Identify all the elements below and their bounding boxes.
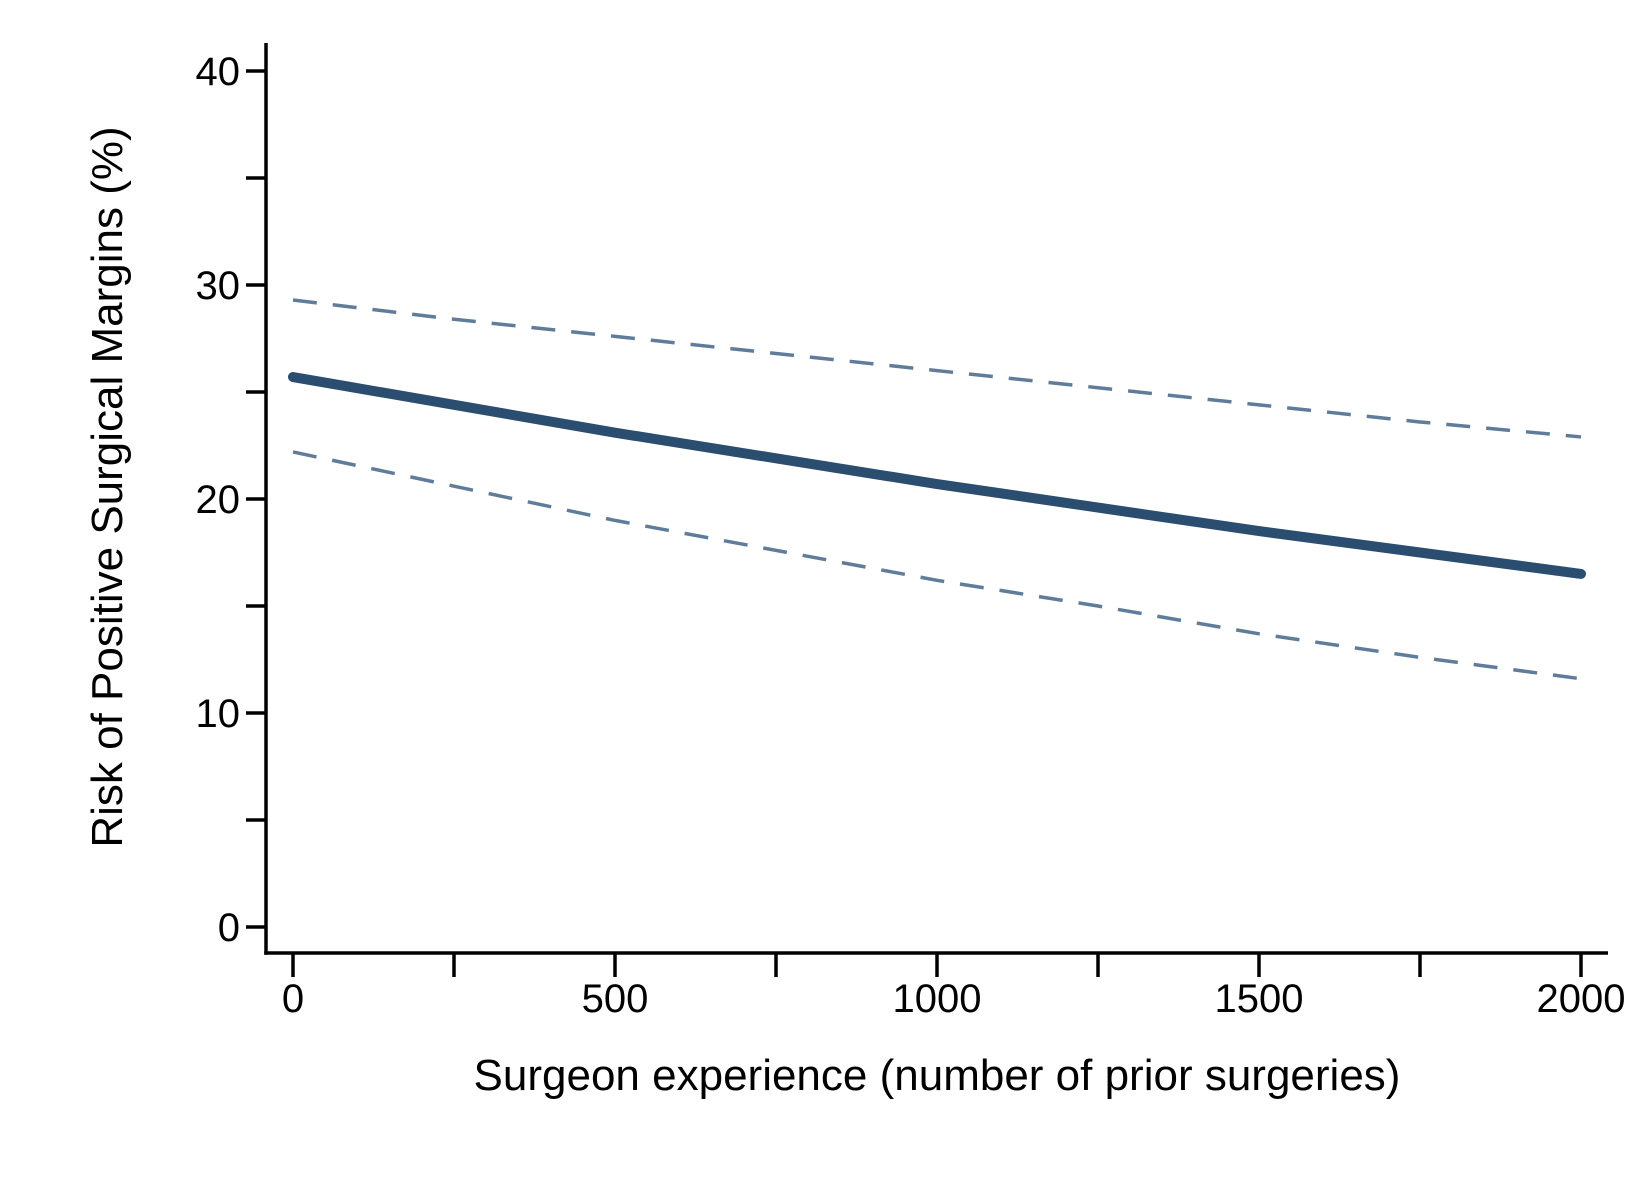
x-axis-title: Surgeon experience (number of prior surg…: [474, 1051, 1401, 1100]
series-line-lower-95ci: [292, 450, 1582, 681]
series-line-upper-95ci: [292, 298, 1582, 439]
tick-labels: 0 10 20 30 40 0 500 1000 1500 2000: [196, 50, 1626, 1021]
tick-marks: [246, 69, 1583, 977]
axes: [264, 43, 1608, 955]
data-series: [288, 298, 1586, 681]
x-tick-label: 500: [582, 977, 649, 1021]
x-tick-label: 1000: [893, 977, 982, 1021]
y-tick-label: 0: [218, 906, 240, 950]
x-tick-label: 2000: [1537, 977, 1626, 1021]
y-tick-label: 20: [196, 478, 241, 522]
y-tick-label: 10: [196, 692, 241, 736]
y-tick-label: 30: [196, 264, 241, 308]
y-axis-title: Risk of Positive Surgical Margins (%): [83, 126, 132, 847]
series-line-predicted-risk: [288, 372, 1586, 579]
x-tick-label: 1500: [1215, 977, 1304, 1021]
x-tick-label: 0: [282, 977, 304, 1021]
y-tick-label: 40: [196, 50, 241, 94]
